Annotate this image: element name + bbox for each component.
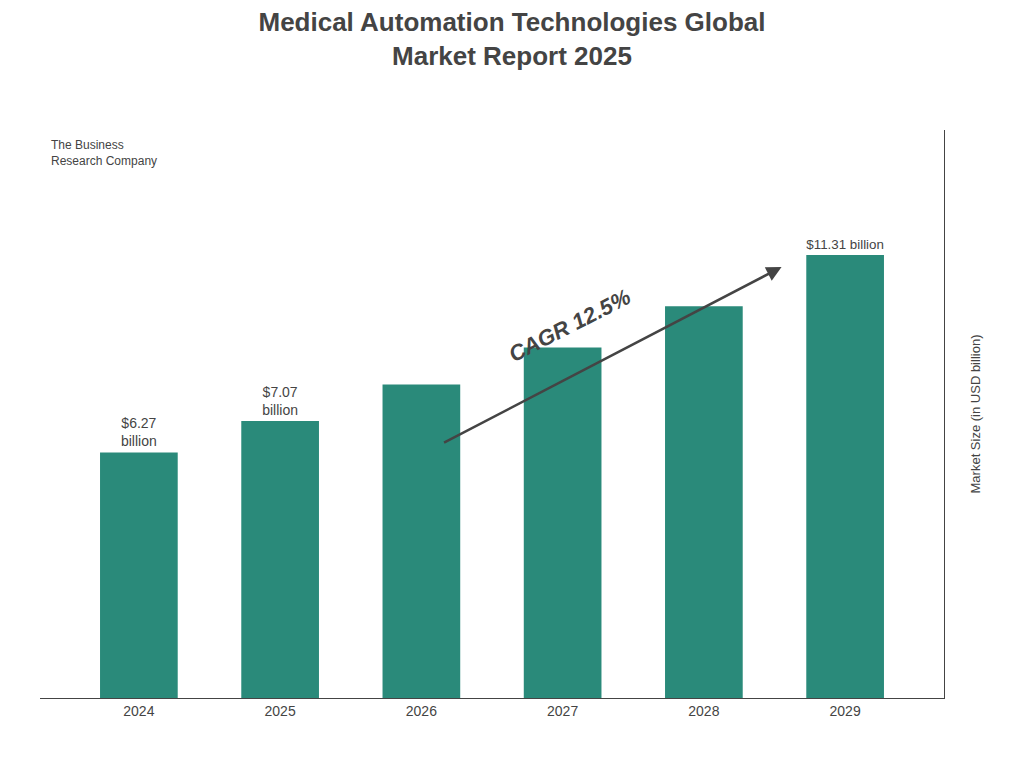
- svg-text:The BusinessResearch Company: The BusinessResearch Company: [51, 138, 157, 168]
- svg-text:Market Size (in USD billion): Market Size (in USD billion): [968, 335, 983, 494]
- svg-text:2026: 2026: [406, 703, 437, 719]
- svg-text:$7.07billion: $7.07billion: [262, 384, 298, 418]
- svg-text:$11.31 billion: $11.31 billion: [806, 237, 884, 252]
- svg-text:2025: 2025: [265, 703, 296, 719]
- svg-text:2028: 2028: [688, 703, 719, 719]
- svg-text:2029: 2029: [830, 703, 861, 719]
- svg-text:CAGR 12.5%: CAGR 12.5%: [505, 284, 635, 367]
- svg-text:2027: 2027: [547, 703, 578, 719]
- svg-text:$6.27billion: $6.27billion: [121, 415, 157, 449]
- svg-text:2024: 2024: [123, 703, 154, 719]
- svg-text:Medical Automation Technologie: Medical Automation Technologies GlobalMa…: [258, 7, 765, 71]
